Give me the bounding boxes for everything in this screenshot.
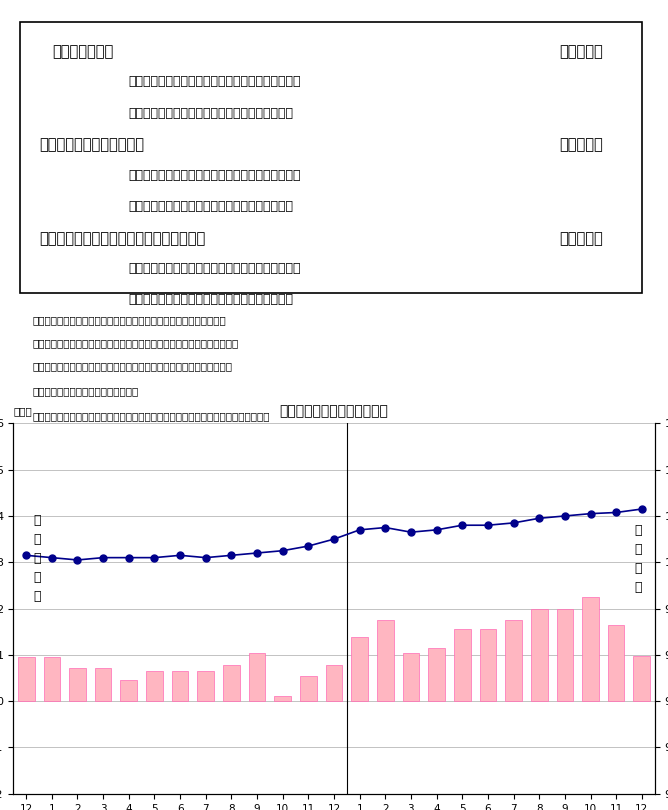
Text: ３）前月比は原数値を掲載している。: ３）前月比は原数値を掲載している。 xyxy=(33,386,139,396)
Bar xyxy=(18,657,35,701)
Bar xyxy=(43,657,60,701)
Bar xyxy=(172,671,188,701)
Text: ４）総務省統計局「小売物価統計調査」の調査票情報をもとに作成したものである。: ４）総務省統計局「小売物価統計調査」の調査票情報をもとに作成したものである。 xyxy=(33,411,270,421)
Bar xyxy=(146,671,163,701)
Bar xyxy=(582,597,599,701)
Text: 総
合
指
数: 総 合 指 数 xyxy=(634,524,642,594)
Bar xyxy=(505,620,522,701)
Bar xyxy=(428,648,445,701)
Bar xyxy=(120,680,137,701)
Text: ２）変化率、寄与度は、端数処理前の指数値を用いて計算しているため、: ２）変化率、寄与度は、端数処理前の指数値を用いて計算しているため、 xyxy=(33,338,239,348)
Bar xyxy=(403,653,420,701)
Text: 前年同月比（＋）０．９％（２７か月連続の上昇）: 前年同月比（＋）０．９％（２７か月連続の上昇） xyxy=(129,75,301,88)
Bar xyxy=(556,609,573,701)
Bar xyxy=(531,609,548,701)
Text: 前　月　比（－）０．２％（６か月ぶりの下落）: 前 月 比（－）０．２％（６か月ぶりの下落） xyxy=(129,292,294,306)
Bar xyxy=(95,668,112,701)
Bar xyxy=(69,668,86,701)
Bar xyxy=(275,696,291,701)
Bar xyxy=(351,637,368,701)
Text: １０１．６: １０１．６ xyxy=(560,231,603,245)
Title: 鳥取市消費者物価指数の推移: 鳥取市消費者物価指数の推移 xyxy=(280,404,388,418)
Text: 前年同月比（＋）１．１％（２６か月連続の上昇）: 前年同月比（＋）１．１％（２６か月連続の上昇） xyxy=(129,168,301,181)
Text: １０２．１: １０２．１ xyxy=(560,138,603,152)
Text: 公表された指数値を用いて計算した値とは一致しない場合がある。: 公表された指数値を用いて計算した値とは一致しない場合がある。 xyxy=(33,361,232,371)
FancyBboxPatch shape xyxy=(20,22,642,292)
Text: 総　合　指　数: 総 合 指 数 xyxy=(52,45,113,59)
Text: 〇生鮮食品及びエネルギーを除く総合指数: 〇生鮮食品及びエネルギーを除く総合指数 xyxy=(39,231,205,245)
Bar xyxy=(608,625,625,701)
Text: 前
年
同
月
比: 前 年 同 月 比 xyxy=(33,514,41,603)
Text: 前　月　比（－）０．６％（２か月連続の下落）: 前 月 比（－）０．６％（２か月連続の下落） xyxy=(129,107,294,120)
Bar xyxy=(480,629,496,701)
Bar xyxy=(248,653,265,701)
Bar xyxy=(326,665,342,701)
Text: （％）: （％） xyxy=(13,407,32,416)
Text: 〇生鮮食品を除く総合指数: 〇生鮮食品を除く総合指数 xyxy=(39,138,144,152)
Text: 前　月　比（－）０．４％（９か月ぶりの下落）: 前 月 比（－）０．４％（９か月ぶりの下落） xyxy=(129,199,294,213)
Bar xyxy=(454,629,470,701)
Bar xyxy=(223,665,240,701)
Text: １）指数値は、端数処理後（小数第２位を四捨五入）の数値である。: １）指数値は、端数処理後（小数第２位を四捨五入）の数値である。 xyxy=(33,315,226,325)
Text: 前年同月比（＋）０．５％（１３か月連続の上昇）: 前年同月比（＋）０．５％（１３か月連続の上昇） xyxy=(129,262,301,275)
Text: １０２．３: １０２．３ xyxy=(560,45,603,59)
Bar xyxy=(377,620,393,701)
Bar xyxy=(198,671,214,701)
Bar xyxy=(300,676,317,701)
Bar xyxy=(633,656,650,701)
